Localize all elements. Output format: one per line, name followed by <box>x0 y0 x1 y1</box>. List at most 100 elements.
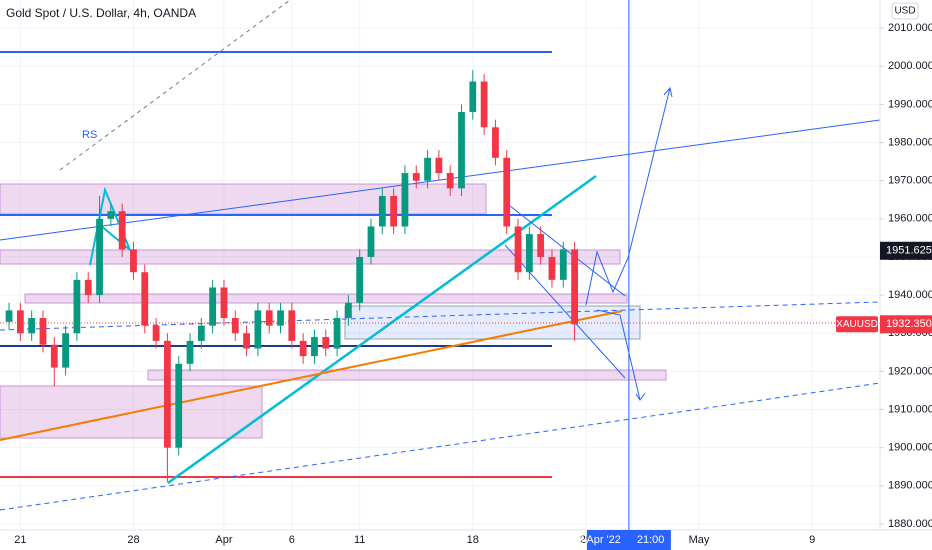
y-tick-label: 1990.000 <box>888 98 932 110</box>
candle-body <box>130 249 137 273</box>
candle-body <box>424 157 431 181</box>
currency-box <box>891 2 919 20</box>
channel-line <box>504 201 626 297</box>
y-tick-label: 1920.000 <box>888 365 932 377</box>
price-tag-label: 1932.350 <box>886 318 932 330</box>
candle-body <box>401 173 409 227</box>
candle-body <box>118 211 126 250</box>
y-tick-label: 1900.000 <box>888 442 932 454</box>
candle-body <box>254 310 262 349</box>
x-tick-label: 9 <box>809 534 815 546</box>
zone <box>24 293 628 304</box>
candle-body <box>446 173 454 189</box>
trend-line <box>0 119 881 241</box>
y-tick-label: 1980.000 <box>888 136 932 148</box>
candle-body <box>469 81 477 113</box>
candle-body <box>559 249 567 280</box>
crosshair-time: 21:00 <box>637 534 665 546</box>
candle-body <box>243 333 250 349</box>
zone <box>344 305 641 340</box>
channel-line <box>504 244 626 379</box>
candle-body <box>299 340 307 357</box>
candle-body <box>525 234 533 273</box>
zone <box>0 183 487 215</box>
y-tick-label: 1940.000 <box>888 289 932 301</box>
candle-body <box>28 318 36 334</box>
x-tick-label: May <box>689 534 710 546</box>
currency: USD <box>894 6 915 17</box>
x-tick-label: 18 <box>467 534 479 546</box>
price-tag <box>880 315 932 334</box>
candle-body <box>311 337 318 357</box>
zone <box>147 369 667 381</box>
labels: 1880.000 1890.000 1900.000 1910.000 1920.000… <box>14 0 932 550</box>
candle-body <box>571 249 578 325</box>
candle-body <box>514 226 522 273</box>
candle-body <box>390 195 398 227</box>
candle-body <box>288 310 296 341</box>
candle-body <box>209 287 217 326</box>
candle-body <box>175 363 183 448</box>
candle-body <box>220 287 228 318</box>
y-tick-label: 2010.000 <box>888 22 932 34</box>
candle-body <box>412 173 420 181</box>
candle-body <box>152 325 160 341</box>
x-tick-label: Apr <box>215 534 232 546</box>
candle-body <box>84 279 92 296</box>
candles <box>5 70 578 483</box>
candle-body <box>333 318 341 349</box>
candle-body <box>344 302 352 318</box>
annotation: RS <box>82 129 97 141</box>
candle-body <box>378 195 386 227</box>
x-tick-label: 6 <box>289 534 295 546</box>
candle-body <box>96 218 103 296</box>
zone <box>0 249 621 265</box>
candle-body <box>492 127 499 158</box>
candle-body <box>197 325 205 341</box>
x-tick-label: 11 <box>354 534 365 546</box>
candle-body <box>164 340 171 448</box>
projection-arrow <box>596 309 641 401</box>
price-tag <box>880 241 932 260</box>
candle-body <box>265 310 273 326</box>
candle-body <box>141 272 149 326</box>
candle-body <box>186 340 194 364</box>
trend-line <box>0 382 881 511</box>
candle-body <box>537 234 545 257</box>
candle-body <box>503 157 511 227</box>
candle-body <box>231 318 239 334</box>
drawings <box>0 0 881 511</box>
x-tick-label: 28 <box>127 534 139 546</box>
crosshair-label-box <box>586 530 671 550</box>
trend-line <box>0 310 623 441</box>
candle-body <box>480 81 488 128</box>
crosshair-date: 26 Apr '22 <box>572 534 621 546</box>
candle-body <box>73 279 81 334</box>
trend-line <box>167 174 597 485</box>
arrow-head <box>663 86 673 98</box>
y-tick-label: 1970.000 <box>888 175 932 187</box>
candle-body <box>548 256 556 280</box>
candle-body <box>322 337 330 349</box>
candle-body <box>107 211 115 219</box>
arrow-head <box>635 392 646 401</box>
candle-body <box>62 333 69 368</box>
y-tick-label: 1910.000 <box>888 403 932 415</box>
candle-body <box>435 157 443 174</box>
grid <box>0 0 880 530</box>
candle-body <box>458 112 465 189</box>
y-tick-label: 1880.000 <box>888 518 932 530</box>
x-tick-label: 21 <box>14 534 26 546</box>
price-tag-label: 1951.625 <box>886 245 932 257</box>
projection-arrow <box>585 87 671 306</box>
y-tick-label: 1890.000 <box>888 480 932 492</box>
candle-body <box>277 310 284 326</box>
candle-body <box>50 344 58 368</box>
symbol-label: XAUUSD <box>836 319 878 330</box>
candle-body <box>367 226 375 257</box>
candle-body <box>5 310 13 322</box>
chart-title: Gold Spot / U.S. Dollar, 4h, OANDA <box>6 6 196 20</box>
candle-body <box>356 256 364 303</box>
